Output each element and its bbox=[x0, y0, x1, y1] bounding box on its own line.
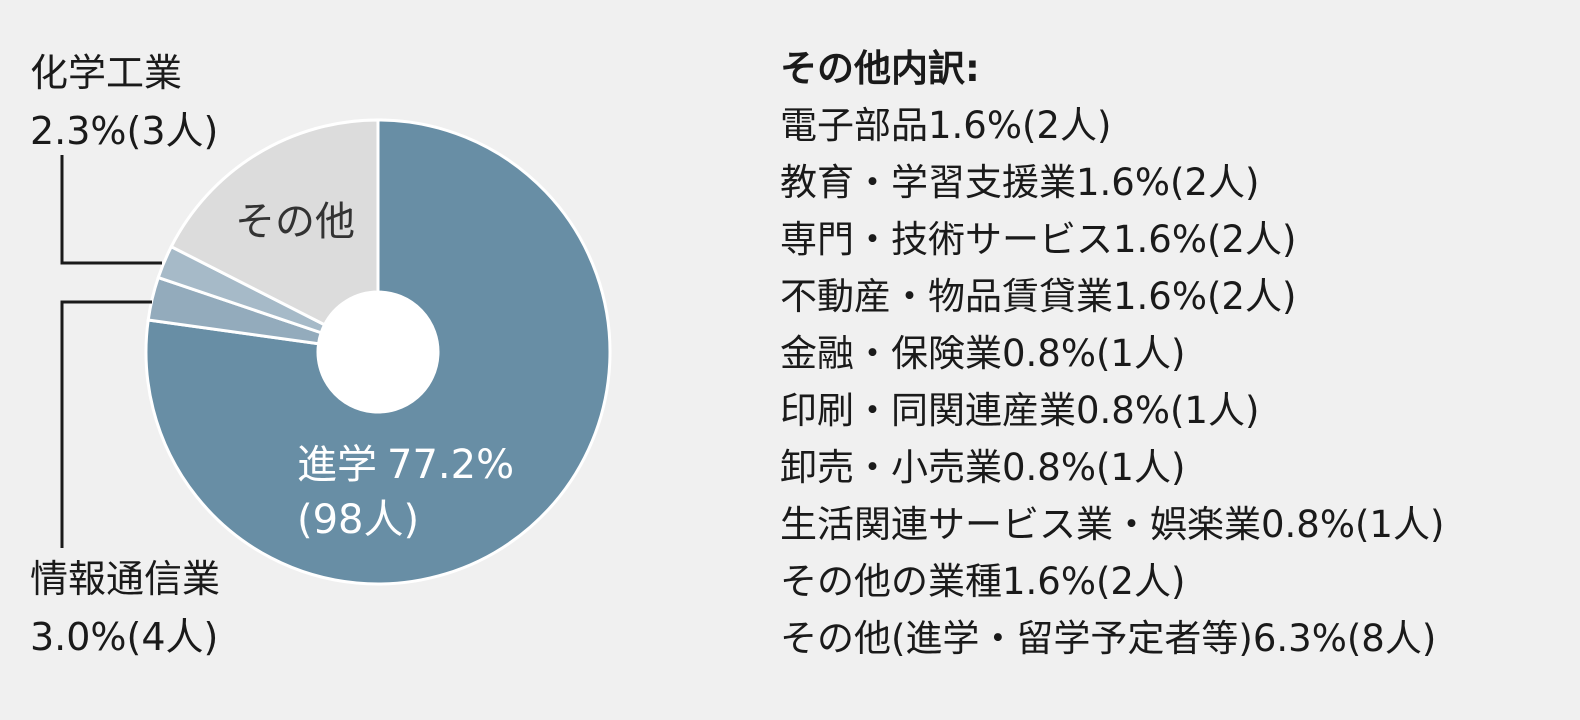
breakdown-item: 印刷・同関連産業0.8%(1人) bbox=[780, 389, 1260, 432]
chem-callout: 化学工業 2.3%(3人) bbox=[30, 44, 218, 160]
chem-value: 2.3%(3人) bbox=[30, 109, 219, 153]
breakdown-item: 専門・技術サービス1.6%(2人) bbox=[780, 218, 1297, 261]
chart-slices bbox=[144, 118, 612, 586]
chem-name: 化学工業 bbox=[30, 51, 183, 95]
breakdown-item: 金融・保険業0.8%(1人) bbox=[780, 332, 1186, 375]
info-leader-line bbox=[60, 300, 152, 548]
breakdown-item: 不動産・物品賃貸業1.6%(2人) bbox=[780, 275, 1297, 318]
main-slice-value: 77.2% bbox=[387, 442, 514, 488]
other-slice-label: その他 bbox=[235, 199, 355, 245]
breakdown-item: 生活関連サービス業・娯楽業0.8%(1人) bbox=[780, 503, 1445, 546]
breakdown-item: 電子部品1.6%(2人) bbox=[780, 104, 1112, 147]
breakdown-title: その他内訳: bbox=[780, 47, 980, 90]
main-slice-label: 進学 77.2% bbox=[297, 442, 514, 488]
breakdown-item: その他(進学・留学予定者等)6.3%(8人) bbox=[780, 617, 1437, 660]
other-breakdown: その他内訳: 電子部品1.6%(2人) 教育・学習支援業1.6%(2人) 専門・… bbox=[780, 40, 1444, 667]
breakdown-item: 卸売・小売業0.8%(1人) bbox=[780, 446, 1186, 489]
donut-hole bbox=[317, 291, 439, 413]
breakdown-item: その他の業種1.6%(2人) bbox=[780, 560, 1186, 603]
info-callout: 情報通信業 3.0%(4人) bbox=[30, 550, 220, 666]
main-slice-count: (98人) bbox=[297, 497, 419, 543]
main-slice-name: 進学 bbox=[297, 442, 377, 488]
info-value: 3.0%(4人) bbox=[30, 615, 219, 659]
breakdown-item: 教育・学習支援業1.6%(2人) bbox=[780, 161, 1260, 204]
info-name: 情報通信業 bbox=[30, 557, 221, 601]
chem-leader-line bbox=[60, 155, 162, 265]
